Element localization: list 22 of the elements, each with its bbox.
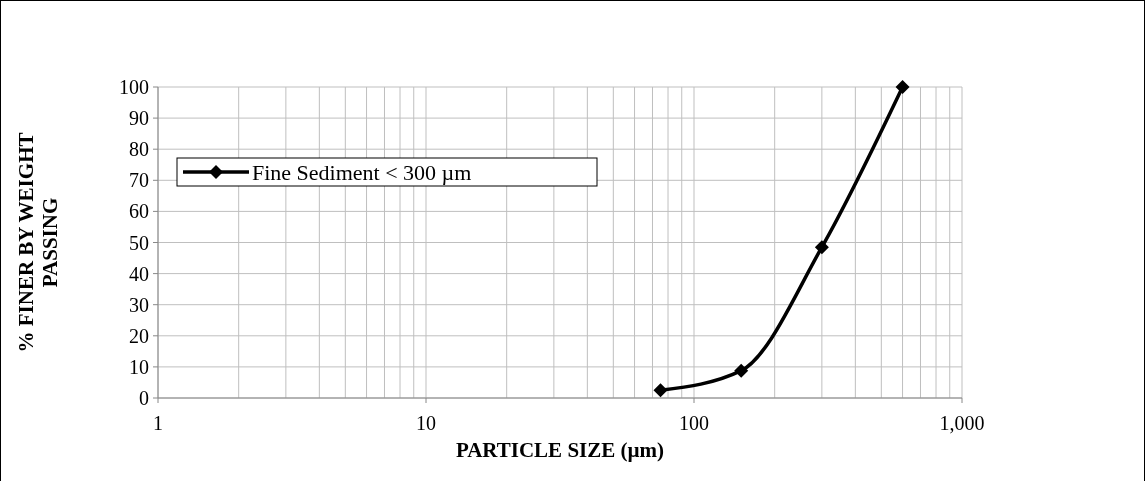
y-tick-label: 100 [119, 76, 149, 98]
point [895, 80, 910, 94]
y-tick-label: 40 [129, 262, 149, 285]
y-tick-label: 60 [129, 200, 149, 223]
y-tick-label: 0 [139, 387, 149, 409]
legend-label: Fine Sediment < 300 µm [252, 159, 472, 185]
y-tick-label: 80 [129, 138, 149, 161]
x-tick-label: 10 [416, 412, 436, 434]
point [814, 240, 829, 255]
x-tick-label: 1 [153, 412, 163, 434]
y-tick-label: 20 [129, 324, 149, 347]
x-tick-label: 1,000 [939, 412, 985, 434]
x-axis-title: PARTICLE SIZE (µm) [455, 438, 665, 462]
y-tick-label: 30 [129, 293, 149, 316]
y-tick-label: 90 [129, 107, 149, 130]
y-tick-label: 10 [129, 355, 149, 378]
point [734, 363, 749, 378]
point [653, 383, 668, 398]
y-axis-title: % FINER BY WEIGHT PASSING [14, 132, 62, 353]
x-tick-label: 100 [679, 412, 709, 434]
y-tick-label: 70 [129, 169, 149, 192]
y-tick-label: 50 [129, 231, 149, 254]
